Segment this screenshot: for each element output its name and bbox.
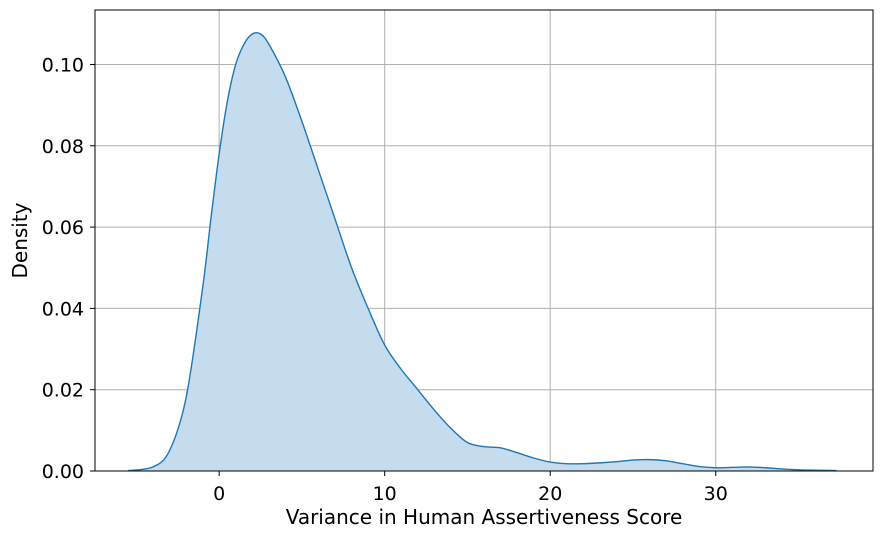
x-tick-label: 20 <box>538 483 562 505</box>
y-tick-labels: 0.00 0.02 0.04 0.06 0.08 0.10 <box>42 54 84 483</box>
y-tick-label: 0.06 <box>42 217 84 239</box>
x-tick-label: 10 <box>373 483 397 505</box>
tick-marks <box>90 63 717 476</box>
x-axis-label: Variance in Human Assertiveness Score <box>286 505 683 529</box>
plot-frame <box>94 9 874 472</box>
density-curve <box>128 32 837 472</box>
y-tick-label: 0.10 <box>42 54 84 76</box>
x-tick-label: 0 <box>213 483 225 505</box>
y-tick-label: 0.02 <box>42 380 84 402</box>
x-tick-labels: 0 10 20 30 <box>213 483 728 505</box>
y-axis-label: Density <box>8 202 32 278</box>
y-tick-label: 0.08 <box>42 136 84 158</box>
density-fill <box>128 32 837 472</box>
density-plot <box>128 32 837 472</box>
y-tick-label: 0.04 <box>42 298 84 320</box>
x-tick-label: 30 <box>704 483 728 505</box>
y-tick-label: 0.00 <box>42 461 84 483</box>
